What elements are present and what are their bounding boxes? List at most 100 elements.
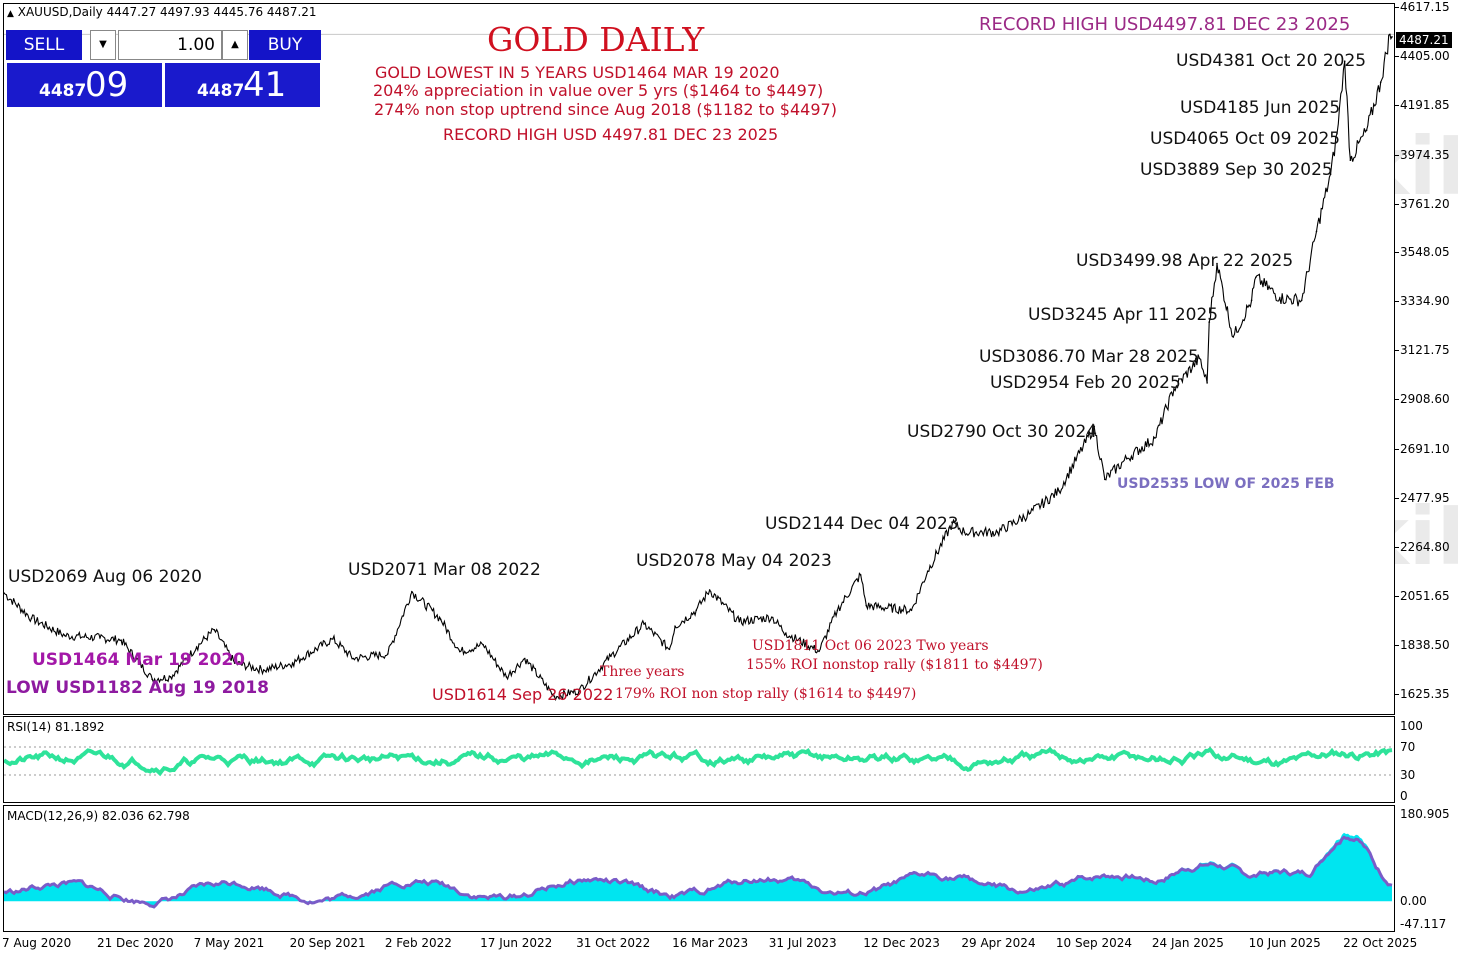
price-tick-label: 4191.85 — [1400, 97, 1450, 112]
sell-price-small: 4487 — [39, 81, 87, 101]
price-point — [352, 657, 355, 660]
price-point — [785, 632, 787, 635]
price-tick-mark — [1395, 498, 1399, 500]
annotation: USD4185 Jun 2025 — [1180, 98, 1341, 118]
macd-axis: 180.905 0.00 -47.117 — [1395, 805, 1458, 932]
price-point — [1208, 321, 1211, 323]
buy-price-small: 4487 — [197, 81, 245, 101]
date-tick-label: 20 Sep 2021 — [289, 936, 366, 950]
price-tick-mark — [1395, 694, 1399, 695]
rsi-pane[interactable] — [3, 716, 1395, 803]
price-tick-mark — [1395, 252, 1399, 254]
rsi-axis: 100 70 30 0 — [1395, 716, 1458, 803]
price-point — [1250, 299, 1253, 302]
three-years-label: Three years — [600, 664, 685, 680]
price-point — [151, 678, 153, 680]
date-tick-label: 12 Dec 2023 — [863, 936, 940, 950]
price-point — [926, 570, 929, 573]
price-point — [195, 646, 198, 648]
price-chart-pane[interactable] — [3, 3, 1395, 715]
price-tick-label: 2908.60 — [1400, 392, 1450, 407]
rsi-tick-label: 70 — [1400, 740, 1416, 754]
price-point — [738, 620, 741, 623]
price-point — [459, 650, 461, 653]
price-point — [1198, 357, 1201, 360]
low-2025-label: USD2535 LOW OF 2025 FEB — [1117, 476, 1335, 492]
price-point — [169, 676, 172, 678]
price-tick-label: 1625.35 — [1400, 687, 1450, 701]
roi-2022-label: 179% ROI non stop rally ($1614 to $4497) — [615, 686, 917, 702]
triangle-icon: ▲ — [7, 9, 14, 19]
price-tick-label: 2264.80 — [1400, 540, 1450, 555]
price-tick-label: 2477.95 — [1400, 491, 1450, 506]
symbol-header: ▲ XAUUSD,Daily 4447.27 4497.93 4445.76 4… — [7, 5, 317, 19]
date-tick-label: 29 Apr 2024 — [961, 936, 1036, 950]
low-2020-label: USD1464 Mar 19 2020 — [32, 650, 245, 670]
lot-decrease-button[interactable]: ▼ — [90, 30, 116, 60]
price-point — [439, 618, 442, 621]
price-tick-mark — [1395, 399, 1399, 401]
annotation: USD2071 Mar 08 2022 — [348, 560, 541, 580]
price-point — [505, 676, 508, 678]
price-point — [1232, 336, 1235, 338]
price-point — [836, 609, 839, 612]
title-line-3: 274% non stop uptrend since Aug 2018 ($1… — [374, 100, 837, 119]
price-point — [1329, 173, 1332, 176]
price-tick-label: 3974.35 — [1400, 147, 1450, 162]
buy-price-box[interactable]: 4487 41 — [164, 62, 321, 108]
price-point — [1279, 297, 1281, 299]
date-tick-label: 7 May 2021 — [193, 936, 265, 950]
price-tick-mark — [1395, 301, 1399, 303]
price-point — [708, 589, 711, 591]
price-point — [1300, 299, 1303, 302]
macd-histogram — [4, 832, 1392, 909]
one-click-trading-panel: SELL ▼ ▲ BUY 4487 09 4487 41 — [6, 30, 321, 108]
price-tick-label: 3761.20 — [1400, 196, 1450, 211]
price-point — [233, 662, 236, 664]
price-point — [1365, 129, 1368, 132]
low-2022-label: USD1614 Sep 26 2022 — [432, 685, 614, 704]
price-point — [610, 655, 612, 657]
date-tick-label: 31 Jul 2023 — [768, 936, 837, 950]
title-line-2: 204% appreciation in value over 5 yrs ($… — [373, 81, 824, 100]
price-axis: 4617.15 4405.00 4191.85 3974.35 3761.20 3548.… — [1395, 0, 1458, 712]
annotation: USD3499.98 Apr 22 2025 — [1076, 251, 1294, 271]
macd-tick-label: 180.905 — [1400, 807, 1450, 821]
sell-price-box[interactable]: 4487 09 — [6, 62, 163, 108]
date-tick-label: 16 Mar 2023 — [672, 936, 749, 950]
date-tick-label: 31 Oct 2022 — [576, 936, 651, 950]
price-tick-label: 2691.10 — [1400, 442, 1450, 457]
buy-price-big: 41 — [243, 65, 287, 105]
price-point — [30, 617, 33, 620]
price-point — [4, 592, 5, 594]
price-point — [1104, 478, 1106, 481]
price-tick-mark — [1395, 154, 1399, 156]
price-point — [865, 604, 868, 607]
lot-size-input[interactable] — [118, 30, 222, 60]
macd-tick-label: 0.00 — [1400, 894, 1427, 909]
price-point — [1125, 457, 1128, 460]
rsi-tick-label: 100 — [1400, 719, 1423, 733]
rsi-label: RSI(14) 81.1892 — [7, 720, 105, 734]
price-point — [120, 639, 122, 641]
price-point — [387, 653, 389, 655]
price-point — [578, 689, 580, 692]
price-point — [1255, 276, 1257, 279]
date-tick-label: 2 Feb 2022 — [384, 936, 452, 950]
price-point — [1389, 33, 1391, 36]
price-point — [643, 623, 645, 625]
price-tick-mark — [1395, 596, 1399, 598]
sell-button[interactable]: SELL — [6, 30, 82, 60]
macd-pane[interactable] — [3, 805, 1395, 932]
rsi-svg — [4, 746, 1394, 777]
price-point — [668, 648, 671, 651]
price-point — [996, 531, 999, 533]
annotation: USD4381 Oct 20 2025 — [1176, 51, 1367, 71]
price-point — [1391, 36, 1393, 38]
price-tick-mark — [1395, 104, 1399, 106]
title-line-4: RECORD HIGH USD 4497.81 DEC 23 2025 — [443, 125, 779, 144]
price-tick-mark — [1395, 645, 1399, 647]
date-tick-label: 10 Sep 2024 — [1055, 936, 1132, 950]
lot-increase-button[interactable]: ▲ — [222, 30, 248, 60]
buy-button[interactable]: BUY — [249, 30, 321, 60]
